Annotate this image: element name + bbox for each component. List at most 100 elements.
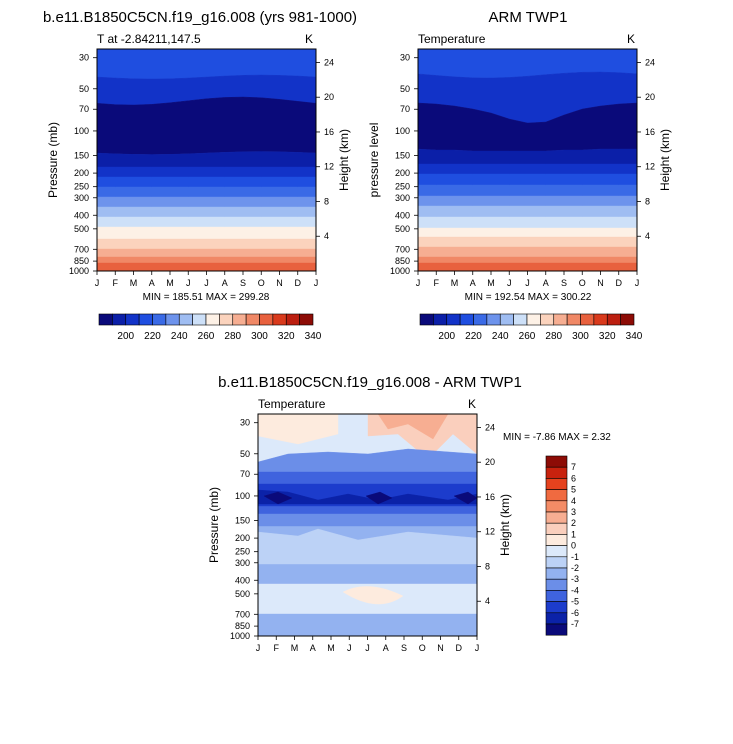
model-temperature-panel: b.e11.B1850C5CN.f19_g16.008 (yrs 981-100… xyxy=(43,9,357,342)
diff-colorbar-label: -2 xyxy=(571,563,579,573)
obs-contour-band xyxy=(418,205,637,218)
diff-month-label: F xyxy=(274,643,280,653)
diff-pressure-label: 30 xyxy=(240,418,250,428)
obs-month-label: O xyxy=(579,278,586,288)
diff-height-label: 24 xyxy=(485,422,495,432)
model-contour-plot xyxy=(97,49,316,271)
diff-colorbar-label: 5 xyxy=(571,485,576,495)
diff-colorbar-box xyxy=(545,567,568,580)
obs-month-label: A xyxy=(470,278,476,288)
diff-pressure-label: 300 xyxy=(235,558,250,568)
diff-colorbar-label: -5 xyxy=(571,597,579,607)
diff-contour-band xyxy=(258,528,477,565)
obs-pressure-label: 150 xyxy=(395,151,410,161)
diff-pressure-label: 400 xyxy=(235,575,250,585)
diff-colorbar-label: -4 xyxy=(571,585,579,595)
obs-month-label: J xyxy=(416,278,421,288)
obs-month-label: M xyxy=(451,278,459,288)
obs-colorbar-box xyxy=(419,313,434,326)
diff-pressure-label: 100 xyxy=(235,491,250,501)
obs-contour-band xyxy=(418,163,637,175)
diff-height-label: 8 xyxy=(485,561,490,571)
model-month-label: N xyxy=(276,278,283,288)
model-colorbar-box xyxy=(285,313,300,326)
diff-colorbar-box xyxy=(545,601,568,614)
model-month-label: J xyxy=(95,278,100,288)
model-colorbar-box xyxy=(299,313,314,326)
obs-colorbar-box xyxy=(540,313,555,326)
model-month-label: A xyxy=(149,278,155,288)
diff-contour-band xyxy=(258,414,339,445)
obs-colorbar-box xyxy=(553,313,568,326)
diff-height-label: 20 xyxy=(485,457,495,467)
model-pressure-label: 1000 xyxy=(69,266,89,276)
model-contour-band xyxy=(97,96,316,155)
obs-pressure-label: 70 xyxy=(400,104,410,114)
obs-pressure-label: 700 xyxy=(395,244,410,254)
obs-contour-band xyxy=(418,227,637,238)
obs-colorbar: 200 220 240 260 280 300 320 340 xyxy=(419,313,643,342)
obs-pressure-label: 30 xyxy=(400,53,410,63)
model-colorbar-box xyxy=(205,313,220,326)
diff-pressure-label: 500 xyxy=(235,589,250,599)
model-colorbar-box xyxy=(152,313,167,326)
obs-month-label: J xyxy=(635,278,640,288)
model-pressure-label: 300 xyxy=(74,193,89,203)
diff-contour-band xyxy=(258,613,477,636)
diff-colorbar-label: -6 xyxy=(571,608,579,618)
diff-height-label: 12 xyxy=(485,527,495,537)
obs-month-label: D xyxy=(616,278,623,288)
model-month-label: O xyxy=(258,278,265,288)
obs-contour-band xyxy=(418,262,637,271)
obs-height-label: 12 xyxy=(645,162,655,172)
model-month-label: J xyxy=(186,278,191,288)
obs-pressure-label: 850 xyxy=(395,256,410,266)
obs-left-label: Temperature xyxy=(418,32,486,46)
obs-panel-title: ARM TWP1 xyxy=(489,9,568,26)
model-pressure-label: 700 xyxy=(74,244,89,254)
obs-y-axis-title: pressure level xyxy=(367,123,381,198)
obs-colorbar-box xyxy=(513,313,528,326)
model-colorbar-box xyxy=(178,313,193,326)
model-contour-band xyxy=(97,216,316,228)
diff-pressure-label: 700 xyxy=(235,609,250,619)
model-contour-band xyxy=(97,262,316,271)
model-colorbar-box xyxy=(98,313,113,326)
diff-colorbar-box xyxy=(545,534,568,546)
model-height-label: 12 xyxy=(324,162,334,172)
model-colorbar: 200 220 240 260 280 300 320 340 xyxy=(98,313,322,342)
diff-min-max: MIN = -7.86 MAX = 2.32 xyxy=(503,432,611,443)
model-pressure-label: 30 xyxy=(79,53,89,63)
obs-pressure-label: 300 xyxy=(395,193,410,203)
obs-colorbar-label: 280 xyxy=(545,331,562,342)
obs-colorbar-label: 320 xyxy=(599,331,616,342)
model-month-label: J xyxy=(204,278,209,288)
diff-colorbar-box xyxy=(545,590,568,602)
obs-height-axis-title: Height (km) xyxy=(658,129,672,191)
model-colorbar-label: 280 xyxy=(224,331,241,342)
model-min-max: MIN = 185.51 MAX = 299.28 xyxy=(143,292,270,303)
diff-colorbar-label: -7 xyxy=(571,619,579,629)
diff-colorbar-box xyxy=(545,556,568,569)
obs-colorbar-box xyxy=(433,313,448,326)
model-month-label: S xyxy=(240,278,246,288)
diff-colorbar-box xyxy=(545,623,568,636)
diff-contour-band xyxy=(377,414,449,440)
model-colorbar-label: 200 xyxy=(117,331,134,342)
model-contour-band xyxy=(97,166,316,178)
obs-contour-band xyxy=(418,184,637,197)
model-left-label: T at -2.84211,147.5 xyxy=(97,32,201,46)
obs-month-label: N xyxy=(597,278,604,288)
diff-left-label: Temperature xyxy=(258,397,326,411)
model-pressure-label: 150 xyxy=(74,151,89,161)
diff-month-label: N xyxy=(437,643,444,653)
obs-colorbar-box xyxy=(486,313,501,326)
model-month-label: J xyxy=(314,278,319,288)
diff-pressure-label: 1000 xyxy=(230,631,250,641)
obs-colorbar-label: 260 xyxy=(519,331,536,342)
obs-height-label: 20 xyxy=(645,92,655,102)
model-colorbar-box xyxy=(125,313,140,326)
diff-colorbar-label: 7 xyxy=(571,462,576,472)
diff-month-label: S xyxy=(401,643,407,653)
